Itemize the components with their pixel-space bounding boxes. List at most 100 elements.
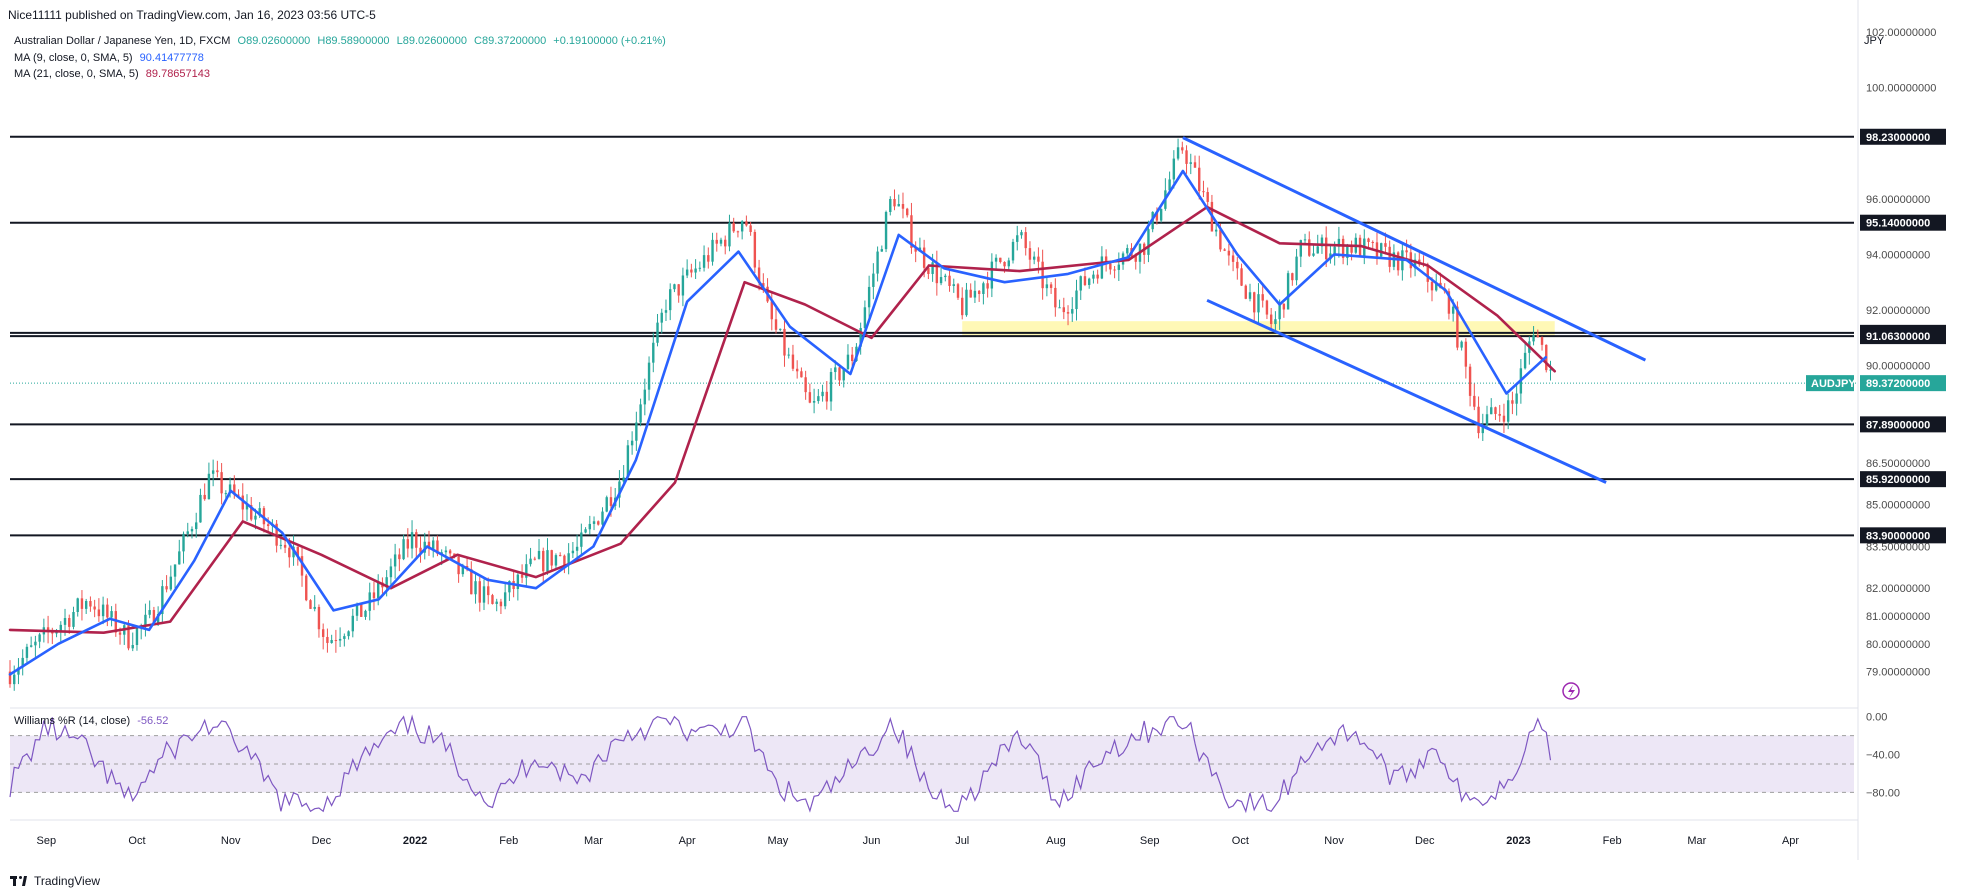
ma21-label: MA (21, close, 0, SMA, 5) xyxy=(14,68,139,80)
price-candle xyxy=(29,636,33,648)
candle-body xyxy=(1087,278,1091,285)
candle-body xyxy=(313,606,316,609)
price-axis-currency: JPY xyxy=(1864,35,1885,47)
level-tag-bg xyxy=(1860,214,1946,231)
candle-body xyxy=(1083,276,1087,285)
time-axis-tick: Aug xyxy=(1046,835,1066,847)
price-axis-tick: 102.00000000 xyxy=(1866,27,1936,39)
price-candle xyxy=(309,599,312,610)
candle-body xyxy=(1168,179,1171,191)
price-candle xyxy=(516,573,520,601)
candle-body xyxy=(165,586,168,590)
candle-body xyxy=(59,624,62,631)
price-candle xyxy=(1468,363,1472,407)
candle-body xyxy=(588,523,592,530)
ma21-legend[interactable]: MA (21, close, 0, SMA, 5) 89.78657143 xyxy=(14,67,210,81)
price-candle xyxy=(1494,406,1497,420)
price-candle xyxy=(795,360,799,379)
price-candle xyxy=(944,273,947,282)
candle-body xyxy=(376,582,380,599)
price-candle xyxy=(186,522,189,538)
candle-body xyxy=(1117,264,1121,270)
candle-body xyxy=(910,215,913,248)
candle-body xyxy=(84,601,88,609)
ohlc-close: C89.37200000 xyxy=(474,35,547,47)
candle-body xyxy=(681,275,685,296)
candle-body xyxy=(1236,261,1239,269)
price-candle xyxy=(681,267,685,307)
candle-body xyxy=(211,470,215,474)
price-candle xyxy=(195,512,198,538)
price-candle xyxy=(838,364,841,386)
candle-body xyxy=(1405,250,1408,253)
candle-body xyxy=(470,569,473,595)
price-candle xyxy=(630,431,634,455)
price-candle xyxy=(21,649,24,676)
candle-body xyxy=(101,604,105,617)
ohlc-open: O89.02600000 xyxy=(237,35,311,47)
candle-body xyxy=(1341,238,1345,258)
candle-body xyxy=(1176,147,1180,159)
candle-body xyxy=(1104,256,1108,264)
price-candle xyxy=(1109,262,1112,275)
level-tag-bg xyxy=(1860,471,1946,488)
price-candle xyxy=(1202,180,1205,198)
candle-body xyxy=(351,615,355,632)
candle-body xyxy=(1257,294,1260,313)
price-candle xyxy=(211,459,215,487)
price-candle xyxy=(1502,403,1506,434)
price-candle xyxy=(1350,240,1353,261)
price-candle xyxy=(800,367,803,378)
time-axis-tick: Jul xyxy=(955,835,969,847)
candle-body xyxy=(1075,290,1078,310)
price-axis-tick: 81.00000000 xyxy=(1866,611,1930,623)
tradingview-brand-label: TradingView xyxy=(34,874,101,888)
price-candle xyxy=(753,229,757,273)
price-candle xyxy=(749,221,752,236)
candle-body xyxy=(753,231,757,268)
candle-body xyxy=(690,269,693,273)
time-axis-tick: Apr xyxy=(679,835,696,847)
candle-body xyxy=(300,556,304,576)
ma9-legend[interactable]: MA (9, close, 0, SMA, 5) 90.41477778 xyxy=(14,51,204,65)
candle-body xyxy=(1126,248,1129,254)
price-candle xyxy=(470,561,473,595)
candle-body xyxy=(1481,425,1484,434)
candle-body xyxy=(1227,250,1231,256)
lightning-icon[interactable] xyxy=(1562,682,1580,700)
price-candle xyxy=(317,604,321,638)
candle-body xyxy=(745,221,748,226)
price-candle xyxy=(38,632,41,649)
price-candle xyxy=(525,554,528,587)
candle-body xyxy=(1092,274,1095,279)
tradingview-brand[interactable]: TradingView xyxy=(10,874,100,888)
price-candle xyxy=(419,536,422,563)
price-candle xyxy=(669,283,672,321)
candle-body xyxy=(1159,208,1163,221)
price-candle xyxy=(1380,242,1383,259)
time-axis-tick: Jun xyxy=(863,835,881,847)
candle-body xyxy=(774,319,778,330)
time-axis-tick: Oct xyxy=(1232,835,1249,847)
candle-body xyxy=(525,564,528,578)
price-candle xyxy=(410,520,414,559)
candle-body xyxy=(330,640,333,643)
price-candle xyxy=(529,547,532,567)
price-candle xyxy=(664,299,668,321)
price-candle xyxy=(652,332,655,373)
candle-body xyxy=(1253,292,1256,313)
price-candle xyxy=(1265,299,1269,320)
price-candle xyxy=(1413,253,1417,277)
candle-body xyxy=(1299,240,1302,257)
time-axis-tick: Dec xyxy=(1415,835,1435,847)
candle-body xyxy=(1286,273,1290,310)
williams-legend[interactable]: Williams %R (14, close) -56.52 xyxy=(14,714,168,728)
candle-body xyxy=(1100,256,1104,279)
price-candle xyxy=(101,596,105,625)
candle-body xyxy=(546,550,549,572)
candle-body xyxy=(1240,268,1243,286)
price-candle xyxy=(647,356,651,401)
candle-body xyxy=(1244,285,1247,299)
price-candle xyxy=(639,398,642,427)
